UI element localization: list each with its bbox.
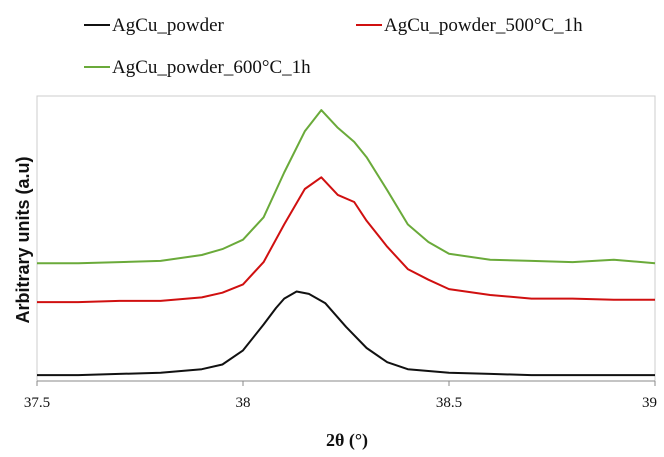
x-axis-ticks: 37.5 38 38.5 39	[24, 381, 657, 411]
legend-label-agcu-powder: AgCu_powder	[112, 15, 225, 36]
x-tick-label: 39	[642, 395, 657, 411]
legend-label-agcu-500: AgCu_powder_500°C_1h	[384, 15, 583, 36]
series-group	[37, 109, 656, 377]
x-axis-label: 2θ (°)	[326, 430, 368, 451]
series-line-agcu-500	[37, 176, 655, 304]
series-line-agcu-600	[37, 109, 656, 265]
x-tick-label: 37.5	[24, 395, 50, 411]
legend: AgCu_powder AgCu_powder_500°C_1h AgCu_po…	[84, 15, 583, 78]
plot-area	[36, 95, 656, 382]
x-tick-label: 38	[236, 395, 251, 411]
series-line-agcu-powder	[37, 290, 655, 377]
x-tick-label: 38.5	[436, 395, 462, 411]
y-axis-label: Arbitrary units (a.u)	[13, 156, 33, 323]
legend-label-agcu-600: AgCu_powder_600°C_1h	[112, 57, 311, 78]
